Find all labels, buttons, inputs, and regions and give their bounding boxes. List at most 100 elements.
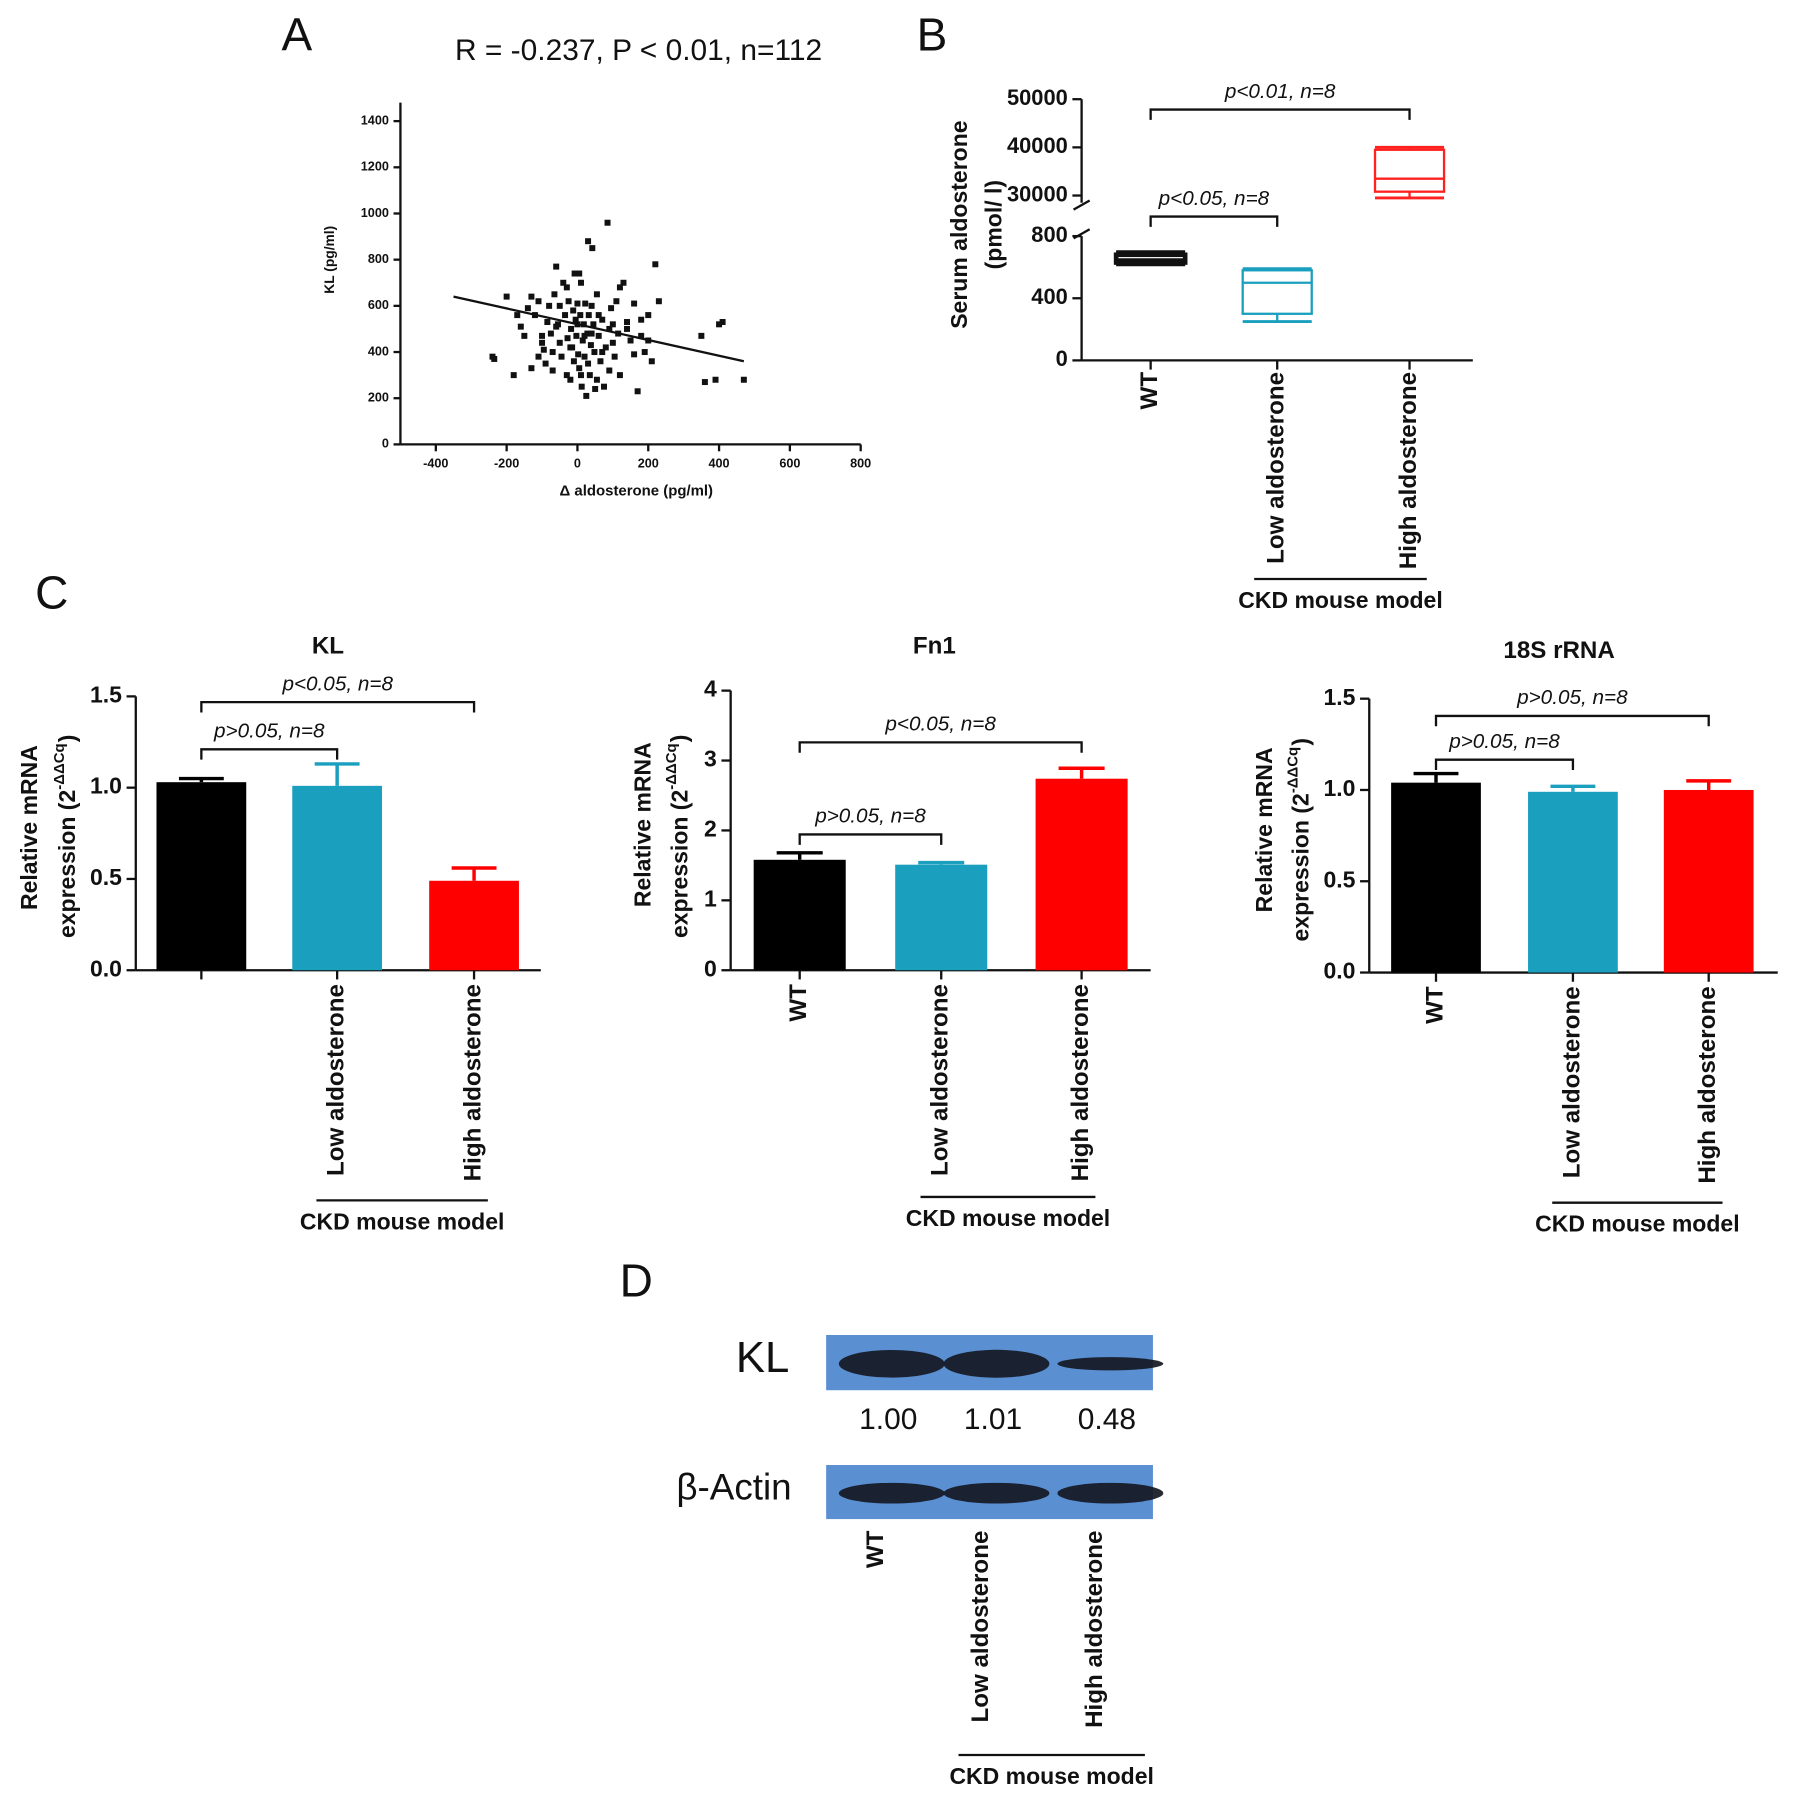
- data-point: [535, 353, 542, 360]
- data-point: [655, 298, 662, 305]
- data-point: [609, 321, 616, 328]
- y-tick-label: 0.5: [1323, 866, 1355, 892]
- significance-label: p>0.05, n=8: [213, 720, 325, 743]
- data-point: [590, 321, 597, 328]
- data-point: [577, 312, 584, 319]
- significance-bracket: [798, 833, 943, 845]
- data-point: [585, 360, 592, 367]
- x-tick-label: 0: [574, 456, 581, 470]
- y-axis-label-superscript: -ΔΔCq: [1284, 747, 1301, 793]
- significance-label: p<0.05, n=8: [1158, 187, 1270, 210]
- data-point: [510, 372, 517, 379]
- data-point: [631, 300, 638, 307]
- data-point: [608, 305, 615, 312]
- data-point: [551, 291, 558, 298]
- blot-band: [1057, 1357, 1164, 1371]
- y-axis-label: KL (pg/ml): [322, 226, 337, 294]
- y-tick-label: 2: [704, 816, 717, 842]
- data-point: [585, 238, 592, 245]
- bar: [292, 785, 383, 971]
- x-axis-label: Δ aldosterone (pg/ml): [560, 483, 714, 500]
- x-tick-label: Low aldosterone: [1558, 986, 1585, 1178]
- data-point: [587, 342, 594, 349]
- y-axis-label: expression (2: [666, 790, 692, 938]
- data-point: [514, 312, 521, 319]
- data-point: [609, 339, 616, 346]
- data-point: [521, 332, 528, 339]
- data-point: [712, 376, 719, 383]
- data-point: [595, 312, 602, 319]
- data-point: [503, 293, 510, 300]
- significance-bracket: [200, 748, 339, 760]
- data-point: [540, 346, 547, 353]
- data-point: [627, 337, 634, 344]
- x-tick-label: WT: [1421, 986, 1448, 1024]
- box: [1373, 148, 1446, 193]
- data-point: [579, 337, 586, 344]
- data-point: [528, 293, 535, 300]
- data-point: [539, 332, 546, 339]
- data-point: [556, 339, 563, 346]
- x-tick-label: 200: [638, 456, 659, 470]
- data-point: [616, 372, 623, 379]
- data-point: [719, 319, 726, 326]
- data-point: [576, 365, 583, 372]
- blot-row-label: KL: [736, 1333, 789, 1382]
- data-point: [542, 360, 549, 367]
- x-tick-label: Low aldosterone: [967, 1531, 994, 1723]
- data-point: [573, 332, 580, 339]
- data-point: [599, 349, 606, 356]
- data-point: [588, 330, 595, 337]
- y-axis-label: ): [54, 735, 80, 743]
- y-tick-label: 1.5: [1323, 684, 1355, 710]
- x-tick-label: 800: [850, 456, 871, 470]
- significance-label: p>0.05, n=8: [814, 805, 926, 828]
- data-point: [624, 325, 631, 332]
- x-tick-label: High aldosterone: [1694, 986, 1721, 1183]
- y-tick-label: 50000: [1007, 85, 1068, 110]
- data-point: [652, 261, 659, 268]
- data-point: [740, 376, 747, 383]
- significance-bracket: [200, 700, 476, 713]
- data-point: [613, 298, 620, 305]
- y-tick-label: 0.0: [90, 955, 122, 981]
- significance-bracket: [1149, 215, 1279, 227]
- chart-title: R = -0.237, P < 0.01, n=112: [455, 34, 822, 67]
- significance-label: p<0.01, n=8: [1224, 80, 1336, 103]
- y-axis-label: Relative mRNA: [629, 742, 655, 907]
- data-point: [593, 291, 600, 298]
- y-tick-label: 1: [704, 885, 717, 911]
- data-point: [517, 323, 524, 330]
- data-point: [592, 385, 599, 392]
- x-tick-label: High aldosterone: [1081, 1531, 1108, 1728]
- data-point: [645, 312, 652, 319]
- panel-letter: C: [35, 566, 68, 618]
- data-point: [575, 351, 582, 358]
- significance-label: p<0.05, n=8: [884, 713, 996, 736]
- x-tick-label: Low aldosterone: [1263, 372, 1290, 564]
- data-point: [606, 325, 613, 332]
- y-tick-label: 400: [1031, 284, 1067, 309]
- y-tick-label: 1400: [361, 113, 389, 127]
- data-point: [546, 302, 553, 309]
- x-tick-label: WT: [862, 1530, 889, 1568]
- significance-label: p>0.05, n=8: [1516, 686, 1628, 709]
- data-point: [638, 332, 645, 339]
- data-point: [547, 330, 554, 337]
- significance-bracket: [798, 741, 1083, 753]
- y-tick-label: 600: [368, 298, 389, 312]
- y-axis-label: Relative mRNA: [1251, 747, 1277, 912]
- data-point: [634, 388, 641, 395]
- data-point: [581, 353, 588, 360]
- data-point: [539, 339, 546, 346]
- data-point: [571, 270, 578, 277]
- data-point: [593, 376, 600, 383]
- data-point: [556, 302, 563, 309]
- data-point: [567, 344, 574, 351]
- chart-title: 18S rRNA: [1503, 637, 1614, 664]
- data-point: [553, 263, 560, 270]
- x-tick-label: 600: [779, 456, 800, 470]
- blot-band: [838, 1349, 945, 1378]
- data-point: [524, 305, 531, 312]
